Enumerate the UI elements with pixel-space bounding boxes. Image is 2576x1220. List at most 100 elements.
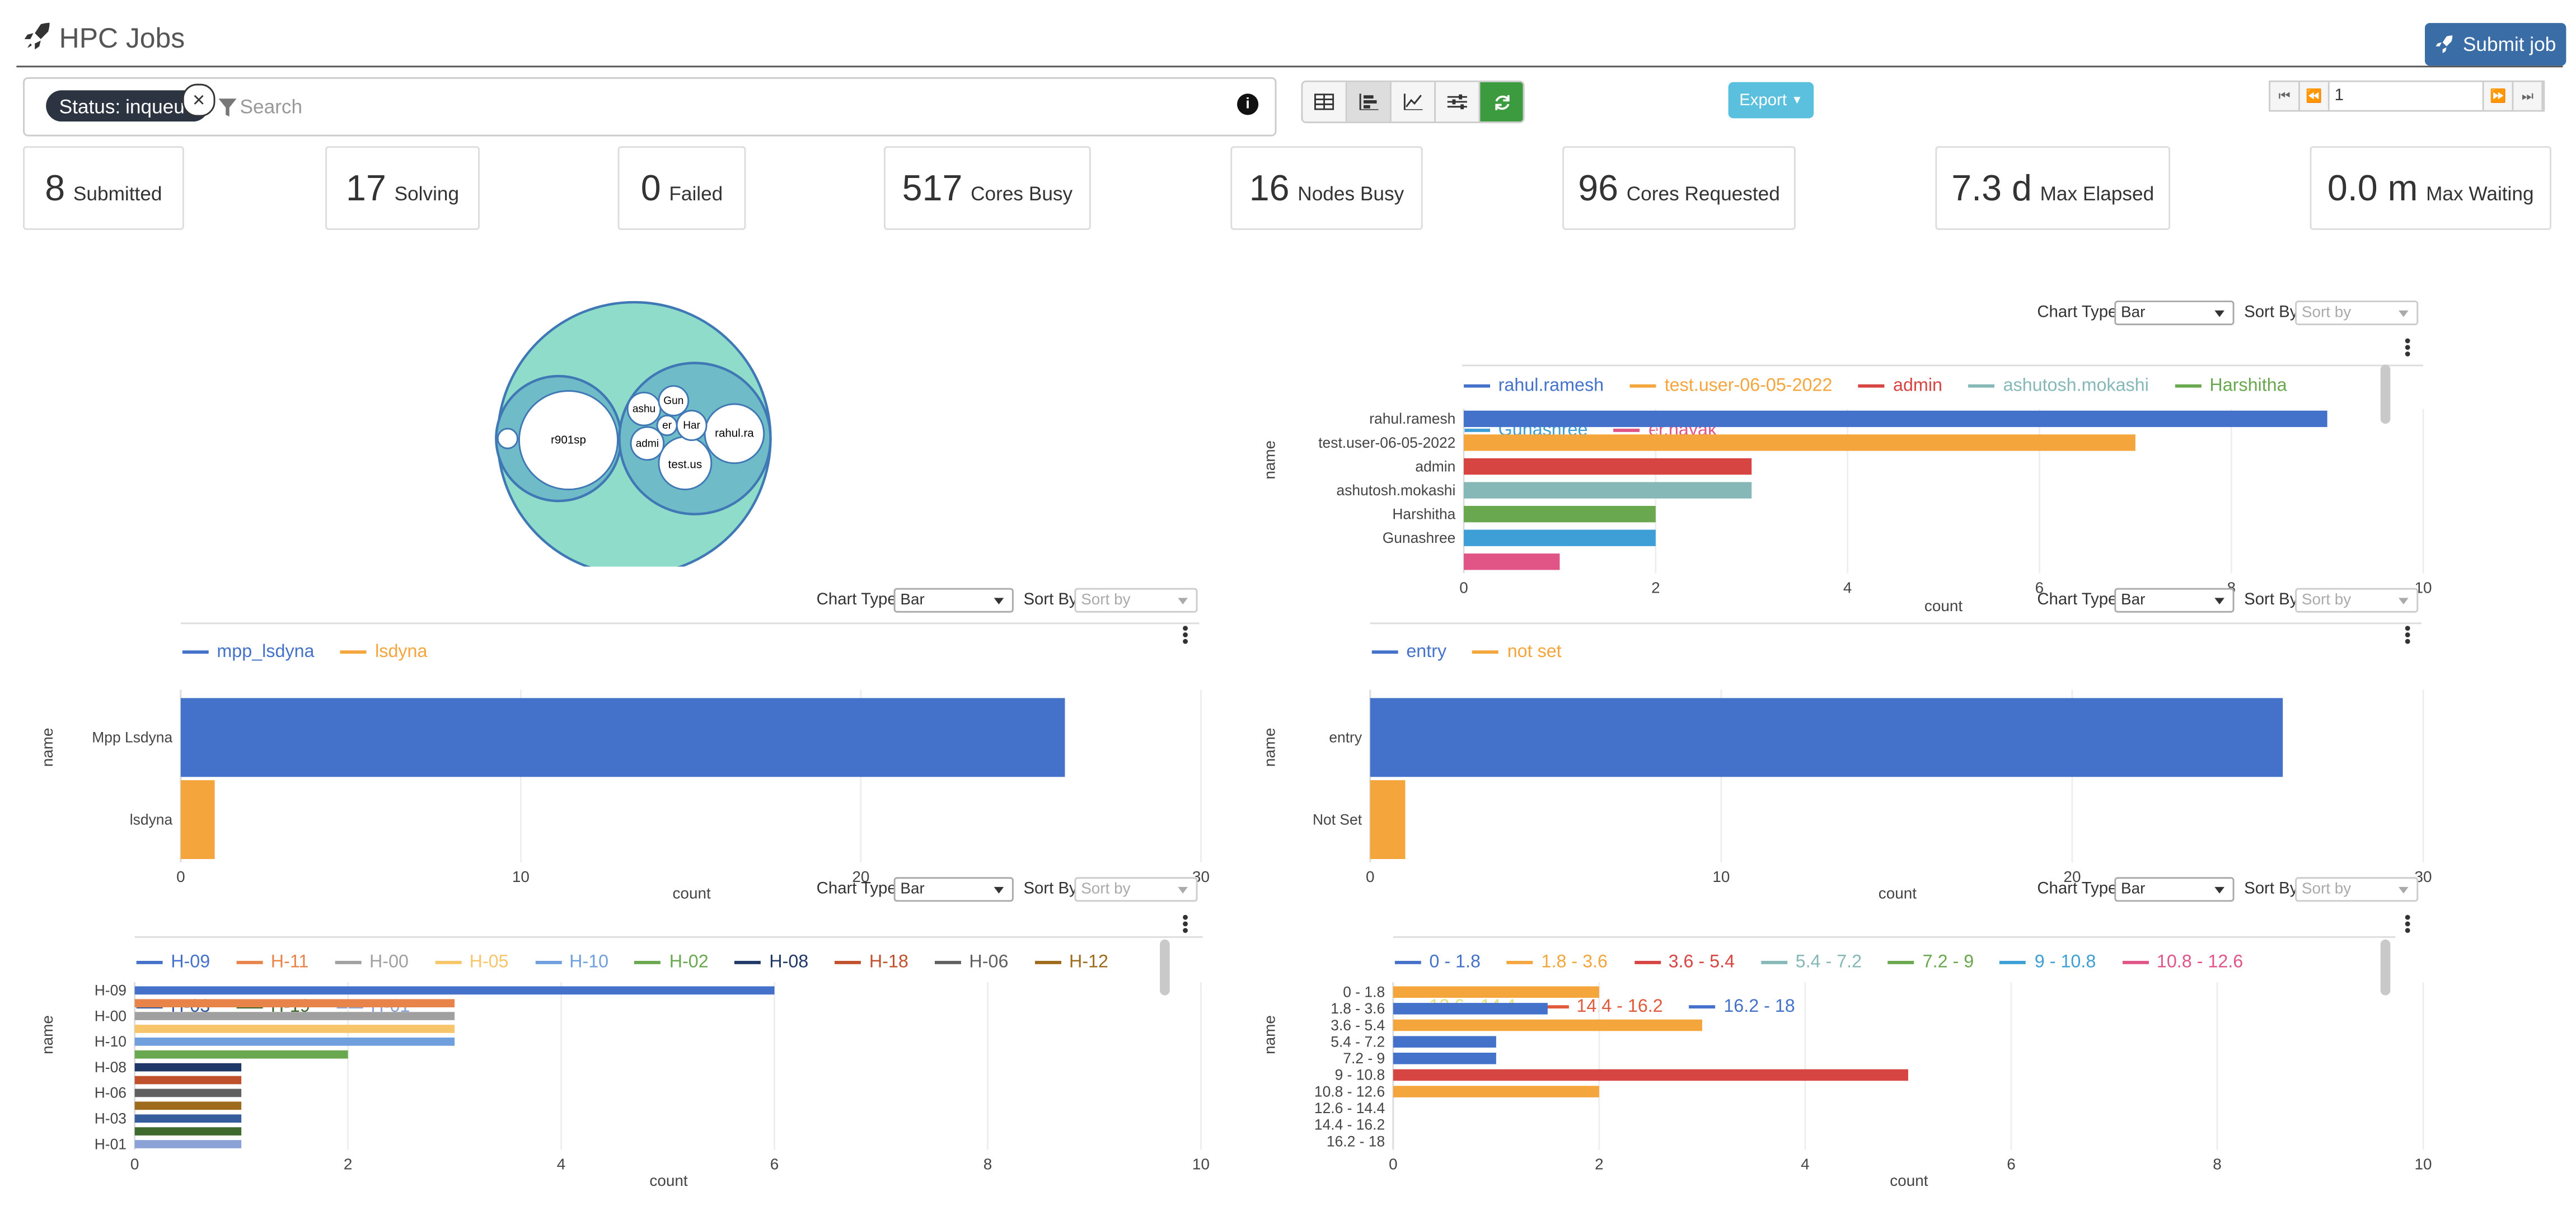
sort-by-select[interactable]: Sort by [2295,877,2419,902]
header-divider [16,65,2563,68]
legend-item[interactable]: H-18 [835,947,908,975]
chart-type-select[interactable]: Bar [2114,301,2235,326]
legend-divider [1393,936,2396,938]
filter-bar[interactable]: Status: inqueue × Search i [23,77,1277,137]
legend-item[interactable]: test.user-06-05-2022 [1630,371,1832,399]
legend-item[interactable]: 7.2 - 9 [1888,947,1974,975]
table-view-icon[interactable] [1303,82,1347,122]
bar [134,1101,242,1110]
legend-item[interactable]: ashutosh.mokashi [1968,371,2149,399]
chart-type-select[interactable]: Bar [2114,877,2235,902]
more-options-icon[interactable] [1183,913,1189,935]
chart-type-select[interactable]: Bar [893,877,1014,902]
x-tick-label: 10 [512,868,530,885]
x-tick-label: 2 [1595,1156,1604,1173]
bar [134,1025,455,1033]
y-axis-label: name [39,1015,56,1054]
legend-item[interactable]: H-06 [934,947,1008,975]
status-filter-tag[interactable]: Status: inqueue [46,90,209,122]
legend-item[interactable]: H-10 [535,947,608,975]
chart-type-select[interactable]: Bar [2114,588,2235,613]
legend-item[interactable]: H-09 [136,947,210,975]
legend-item[interactable]: H-00 [335,947,409,975]
stat-label: Solving [394,181,460,205]
submit-job-button[interactable]: Submit job [2424,23,2566,66]
bubble-label: test.us [668,458,702,471]
chart-legend: rahul.ramesh test.user-06-05-2022 admin ash… [1464,371,2384,443]
view-toolbar [1301,80,1525,124]
legend-item[interactable]: H-11 [236,947,308,975]
bubble-r901sp[interactable] [518,390,619,491]
legend-item[interactable]: mpp_lsdyna [182,634,315,670]
legend-item[interactable]: Harshitha [2175,371,2287,399]
legend-label: Gunashree [1498,419,1588,440]
bubble-har[interactable] [676,410,708,442]
bubble-admi[interactable] [630,426,665,461]
legend-scrollbar[interactable] [2380,939,2391,996]
legend-item[interactable]: 9 - 10.8 [2000,947,2096,975]
chart-type-select[interactable]: Bar [893,588,1014,613]
bubble-small[interactable] [497,428,518,449]
stat-label: Cores Busy [971,181,1073,205]
legend-item[interactable]: H-03 [136,992,210,1020]
legend-item[interactable]: H-05 [434,947,509,975]
line-chart-view-icon[interactable] [1391,82,1436,122]
sort-by-select[interactable]: Sort by [1074,588,1198,613]
search-input[interactable]: Search [240,95,303,119]
page-input[interactable]: 1 [2329,82,2484,110]
legend-item[interactable]: H-12 [1034,947,1108,975]
refresh-icon[interactable] [1480,82,1523,122]
bubble-chart: r901sp rahul.ra test.us ashu Gun er Har … [495,301,772,567]
remove-tag-icon[interactable]: × [182,83,216,117]
legend-item[interactable]: lsdyna [340,634,427,670]
last-page-icon[interactable]: ⏭ [2513,82,2544,110]
more-options-icon[interactable] [2405,913,2412,935]
legend-swatch [236,1004,263,1008]
legend-item[interactable]: 3.6 - 5.4 [1633,947,1735,975]
sort-by-select[interactable]: Sort by [2295,301,2419,326]
legend-item[interactable]: 0 - 1.8 [1394,947,1481,975]
export-dropdown[interactable]: Export ▼ [1728,82,1814,119]
legend-item[interactable]: 1.8 - 3.6 [1506,947,1608,975]
first-page-icon[interactable]: ⏮ [2270,82,2300,110]
legend-item[interactable]: 14.4 - 16.2 [1542,992,1663,1020]
legend-item[interactable]: not set [1473,634,1562,670]
settings-sliders-icon[interactable] [1436,82,1481,122]
legend-item[interactable]: admin [1858,371,1942,399]
legend-item[interactable]: entry [1371,634,1446,670]
legend-item[interactable]: H-19 [236,992,310,1020]
legend-item[interactable]: Gunashree [1464,416,1587,444]
bar-chart-view-icon[interactable] [1347,82,1392,122]
next-page-icon[interactable]: ⏩ [2484,82,2514,110]
legend-swatch [2000,960,2027,964]
legend-item[interactable]: H-02 [635,947,709,975]
legend-item[interactable]: H-08 [734,947,808,975]
legend-swatch [336,1004,363,1008]
legend-item[interactable]: rahul.ramesh [1464,371,1604,399]
bubble-gun[interactable] [658,385,690,417]
rocket-icon [24,22,50,50]
sort-by-select[interactable]: Sort by [2295,588,2419,613]
bar [1464,505,1656,523]
bar [134,1114,242,1123]
more-options-icon[interactable] [1183,624,1189,645]
legend-item[interactable]: H-01 [336,992,410,1020]
prev-page-icon[interactable]: ⏪ [2299,82,2330,110]
y-tick-label: H-10 [95,1033,127,1050]
y-tick-label: ashutosh.mokashi [1337,482,1456,499]
info-icon[interactable]: i [1237,93,1259,115]
legend-swatch [535,960,561,964]
legend-item[interactable]: er.nayak [1614,416,1717,444]
legend-item[interactable]: 10.8 - 12.6 [2122,947,2243,975]
legend-scrollbar[interactable] [2380,364,2391,424]
y-tick-label: Mpp Lsdyna [92,729,172,746]
legend-scrollbar[interactable] [1160,939,1170,996]
more-options-icon[interactable] [2405,337,2412,358]
more-options-icon[interactable] [2405,624,2412,645]
caret-down-icon [2399,598,2409,605]
sort-by-select[interactable]: Sort by [1074,877,1198,902]
legend-item[interactable]: 12.6 - 14.4 [1394,992,1516,1020]
legend-item[interactable]: 5.4 - 7.2 [1760,947,1862,975]
legend-item[interactable]: 16.2 - 18 [1689,992,1795,1020]
legend-label: 12.6 - 14.4 [1429,996,1516,1016]
